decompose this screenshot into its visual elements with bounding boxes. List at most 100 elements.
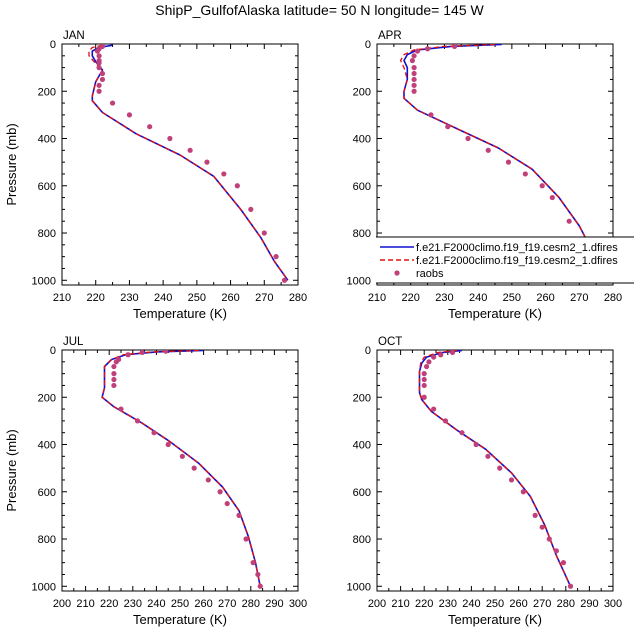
raobs-point xyxy=(532,512,538,518)
raobs-point xyxy=(411,76,417,83)
y-tick-label: 400 xyxy=(353,440,371,452)
raobs-point xyxy=(236,512,242,518)
raobs-point xyxy=(109,100,116,106)
x-tick-label: 230 xyxy=(435,292,453,304)
raobs-point xyxy=(409,57,415,64)
raobs-point xyxy=(465,135,471,142)
y-tick-label: 800 xyxy=(38,534,56,546)
x-tick-label: 260 xyxy=(194,598,212,610)
model-line-dashed xyxy=(418,350,572,587)
raobs-point xyxy=(566,218,572,224)
raobs-point xyxy=(273,254,279,260)
x-tick-label: 240 xyxy=(469,292,487,304)
x-tick-label: 230 xyxy=(120,292,138,304)
page-title: ShipP_GulfofAlaska latitude= 50 N longit… xyxy=(155,2,484,18)
y-axis-title: Pressure (mb) xyxy=(4,429,19,511)
model-line-solid xyxy=(91,44,289,281)
legend-marker xyxy=(394,270,400,276)
raobs-point xyxy=(187,147,193,153)
panel-title: APR xyxy=(378,30,402,42)
raobs-point xyxy=(111,382,117,389)
y-tick-label: 800 xyxy=(353,534,371,546)
y-tick-label: 600 xyxy=(38,181,56,193)
x-axis-title: Temperature (K) xyxy=(448,306,542,321)
y-tick-label: 200 xyxy=(38,392,56,404)
raobs-point xyxy=(224,500,230,507)
x-tick-label: 240 xyxy=(154,292,172,304)
raobs-point xyxy=(255,571,261,578)
raobs-point xyxy=(431,354,437,360)
raobs-point xyxy=(96,65,102,71)
raobs-point xyxy=(125,352,131,358)
plot-frame xyxy=(376,349,614,592)
x-axis-title: Temperature (K) xyxy=(133,612,227,627)
raobs-point xyxy=(520,489,526,495)
x-tick-label: 240 xyxy=(462,598,480,610)
x-axis-title: Temperature (K) xyxy=(448,612,542,627)
raobs-point xyxy=(94,48,100,54)
raobs-point xyxy=(459,430,465,436)
y-tick-label: 1000 xyxy=(347,581,371,593)
raobs-point xyxy=(546,536,552,542)
model-line-solid xyxy=(418,350,572,587)
plot-area xyxy=(418,350,574,589)
x-tick-label: 240 xyxy=(147,598,165,610)
raobs-point xyxy=(250,560,256,566)
x-tick-label: 300 xyxy=(604,598,622,610)
x-tick-label: 230 xyxy=(439,598,457,610)
raobs-point xyxy=(151,430,157,436)
x-tick-label: 250 xyxy=(171,598,189,610)
x-tick-label: 260 xyxy=(509,598,527,610)
x-tick-label: 210 xyxy=(391,598,409,610)
raobs-point xyxy=(426,359,432,365)
x-tick-label: 250 xyxy=(486,598,504,610)
x-tick-label: 290 xyxy=(265,598,283,610)
raobs-point xyxy=(118,406,124,412)
y-tick-label: 0 xyxy=(50,39,56,51)
raobs-point xyxy=(424,46,431,52)
x-tick-label: 210 xyxy=(76,598,94,610)
legend-label: raobs xyxy=(416,268,444,280)
panel-jul: 200 210 220 230 240 250 260 270 280 290 300 0 200 400… xyxy=(4,336,307,627)
x-tick-label: 280 xyxy=(242,598,260,610)
x-tick-label: 250 xyxy=(503,292,521,304)
raobs-point xyxy=(428,112,434,118)
raobs-point xyxy=(411,82,417,88)
raobs-point xyxy=(205,477,211,483)
raobs-point xyxy=(261,230,267,236)
raobs-point xyxy=(257,583,263,589)
y-tick-label: 0 xyxy=(365,39,371,51)
raobs-point xyxy=(411,65,417,71)
x-tick-label: 220 xyxy=(87,292,105,304)
raobs-point xyxy=(167,135,173,142)
raobs-point xyxy=(111,376,117,383)
y-tick-label: 0 xyxy=(365,345,371,357)
raobs-point xyxy=(508,477,515,483)
y-tick-label: 400 xyxy=(38,440,56,452)
x-tick-label: 220 xyxy=(402,292,420,304)
y-tick-label: 200 xyxy=(353,392,371,404)
x-tick-label: 210 xyxy=(368,292,386,304)
legend: f.e21.F2000climo.f19_f19.cesm2_1.dfiresf… xyxy=(376,236,634,284)
raobs-point xyxy=(445,124,451,130)
raobs-point xyxy=(134,418,141,424)
x-tick-label: 260 xyxy=(221,292,239,304)
x-tick-label: 270 xyxy=(255,292,273,304)
plot-area xyxy=(88,44,289,283)
raobs-point xyxy=(421,371,427,377)
y-tick-label: 800 xyxy=(38,228,56,240)
raobs-point xyxy=(438,352,444,358)
model-line-dashed xyxy=(399,44,604,281)
raobs-point xyxy=(431,406,437,412)
raobs-point xyxy=(421,376,427,383)
x-tick-label: 200 xyxy=(368,598,386,610)
y-tick-label: 1000 xyxy=(32,275,56,287)
raobs-point xyxy=(414,48,421,54)
x-tick-label: 280 xyxy=(289,292,307,304)
y-tick-label: 400 xyxy=(38,134,56,146)
raobs-point xyxy=(560,560,567,566)
raobs-point xyxy=(96,60,102,66)
raobs-point xyxy=(221,171,227,177)
raobs-point xyxy=(99,70,106,77)
